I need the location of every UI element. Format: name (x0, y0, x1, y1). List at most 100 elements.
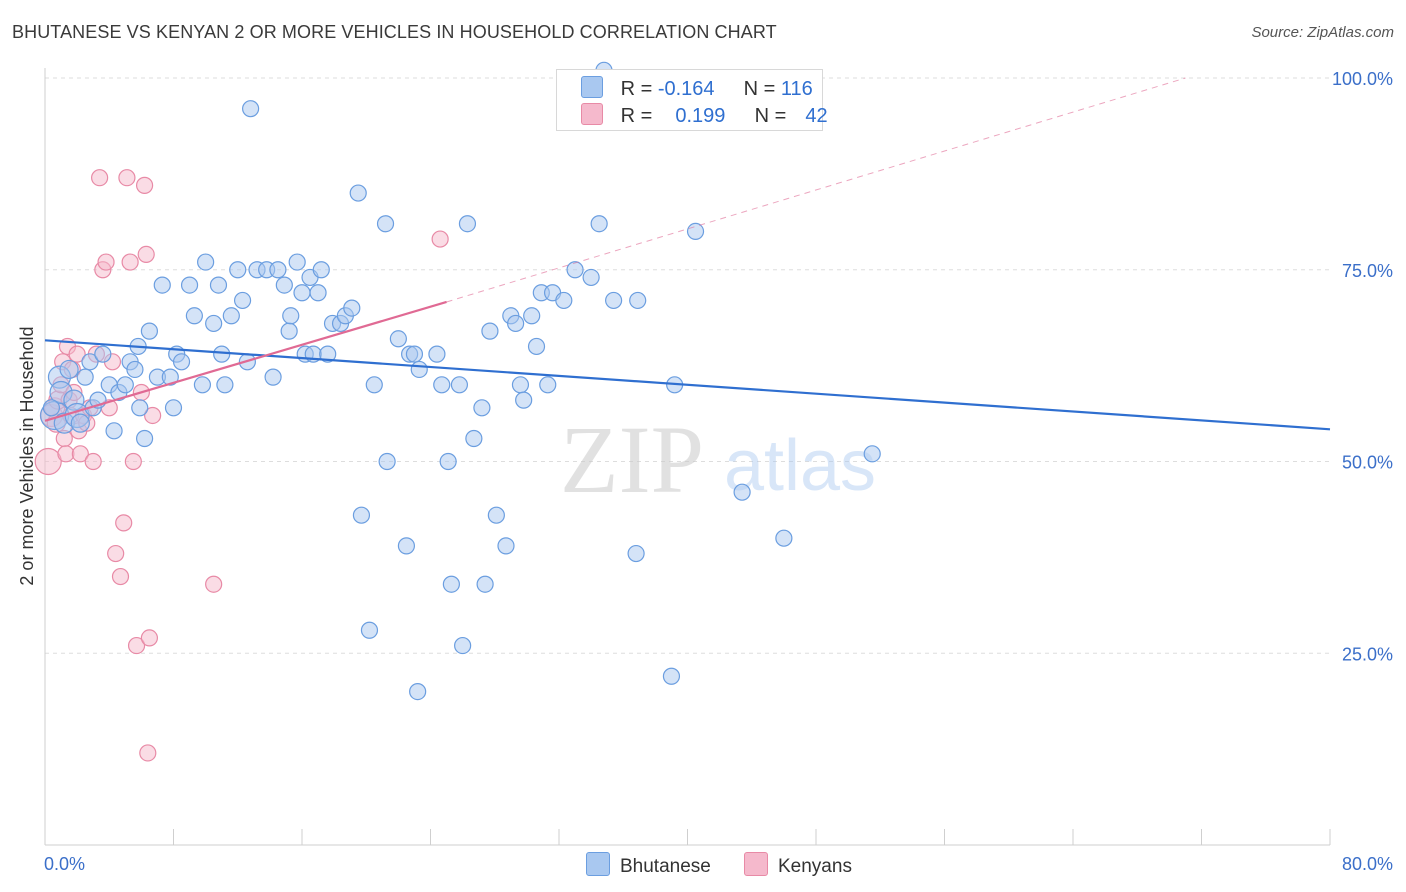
data-point (229, 261, 247, 279)
data-point (135, 429, 154, 448)
tick-labels: 25.0% 50.0% 75.0% 100.0% 0.0% 80.0% (44, 69, 1393, 874)
data-point (360, 621, 379, 639)
grid-lines (45, 77, 1330, 654)
legend-n-label: N = (743, 78, 776, 100)
y-tick-label: 50.0% (1342, 453, 1393, 473)
data-point (293, 284, 311, 302)
data-point (213, 345, 231, 363)
data-point (107, 544, 125, 563)
bottom-legend-label-bhutanese: Bhutanese (620, 856, 711, 877)
data-point (465, 429, 483, 448)
data-point (137, 245, 155, 264)
data-point (476, 575, 494, 593)
legend-row-kenyans: R = 0.199 N = 42 (581, 103, 828, 129)
data-point (775, 529, 793, 547)
data-point (365, 376, 383, 394)
data-point (42, 399, 61, 417)
data-point (185, 307, 203, 325)
data-point (34, 447, 62, 476)
data-point (454, 636, 472, 655)
data-point (222, 307, 240, 325)
chart-title: BHUTANESE VS KENYAN 2 OR MORE VEHICLES I… (12, 22, 777, 42)
data-point (205, 314, 223, 333)
data-point (409, 682, 427, 701)
data-point (193, 376, 212, 394)
data-point (497, 537, 515, 555)
data-point (209, 276, 228, 294)
legend-r-value: -0.164 (657, 78, 715, 100)
data-point (405, 345, 424, 363)
legend: R = -0.164 N = 116 R = 0.199 N = 42 (556, 69, 828, 131)
data-point (127, 636, 146, 655)
data-point (539, 376, 557, 394)
data-point (686, 222, 705, 240)
data-point (97, 253, 115, 271)
y-tick-label: 75.0% (1342, 261, 1393, 281)
legend-row-bhutanese: R = -0.164 N = 116 (581, 76, 813, 102)
data-point (70, 413, 90, 433)
data-point (280, 322, 298, 340)
bottom-legend-kenyans: Kenyans (744, 852, 852, 878)
bottom-legend-label-kenyans: Kenyans (778, 856, 852, 877)
data-point (135, 176, 154, 194)
data-point (118, 169, 136, 187)
data-point (582, 268, 600, 287)
data-point (216, 376, 234, 394)
data-point (116, 376, 134, 394)
data-point (629, 291, 647, 310)
source-label: Source: ZipAtlas.com (1251, 24, 1394, 41)
data-point (131, 399, 149, 417)
data-point (105, 422, 123, 440)
data-point (378, 452, 396, 471)
data-point (555, 291, 573, 310)
data-point (515, 391, 533, 409)
data-point (428, 345, 446, 363)
legend-r-value: 0.199 (675, 105, 726, 127)
data-point (111, 567, 130, 586)
data-point (126, 360, 144, 379)
data-point (389, 330, 407, 348)
data-point (115, 514, 133, 532)
data-point (94, 345, 112, 363)
y-tick-label: 25.0% (1342, 644, 1393, 664)
data-point (487, 506, 505, 524)
data-point (431, 230, 449, 248)
data-point (566, 261, 584, 279)
data-point (84, 452, 102, 471)
data-point (124, 452, 142, 471)
data-point (863, 445, 881, 463)
data-point (312, 261, 330, 279)
x-tick-label: 80.0% (1342, 854, 1393, 874)
data-point (242, 100, 260, 118)
data-point (458, 215, 477, 233)
data-point (481, 322, 499, 340)
data-point (352, 506, 371, 524)
legend-swatch-kenyans (581, 103, 603, 125)
data-point (68, 345, 86, 363)
data-point (450, 376, 469, 394)
data-point (282, 307, 300, 325)
data-point (511, 376, 530, 394)
data-point (376, 215, 395, 233)
y-tick-label: 100.0% (1332, 69, 1393, 89)
trend-line-kenyans-extension (446, 77, 1186, 303)
data-point (523, 307, 541, 325)
data-point (121, 253, 139, 271)
series-bhutanese (40, 61, 881, 701)
legend-r-label: R = (620, 105, 653, 127)
data-point (264, 368, 282, 386)
data-point (76, 368, 94, 386)
data-point (627, 544, 645, 563)
data-point (433, 376, 451, 394)
data-point (153, 276, 171, 294)
trend-lines (44, 77, 1331, 431)
data-point (269, 261, 287, 279)
bottom-legend-swatch-bhutanese (586, 852, 610, 876)
data-point (91, 169, 109, 187)
data-point (309, 284, 327, 302)
legend-n-value: 42 (805, 105, 828, 127)
data-point (275, 276, 293, 294)
trend-line-bhutanese (44, 339, 1331, 431)
data-point (81, 353, 99, 371)
data-point (140, 322, 159, 340)
